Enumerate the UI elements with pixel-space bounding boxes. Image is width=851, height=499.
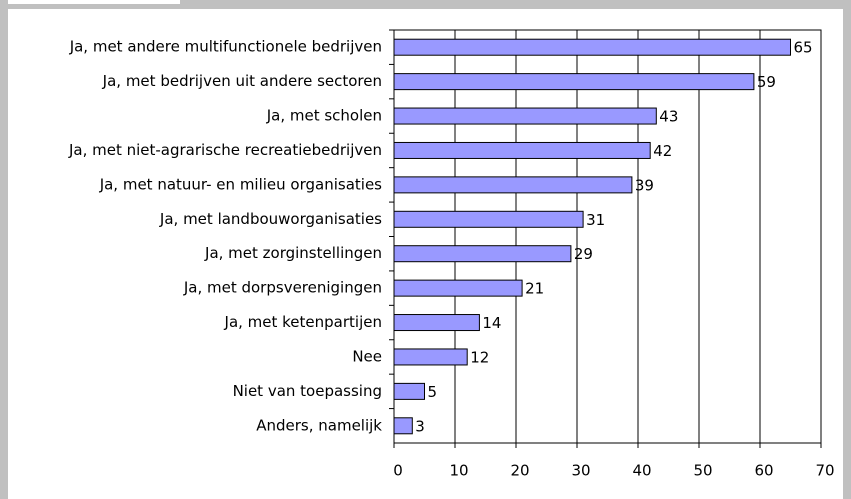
bar (393, 279, 523, 297)
x-tick-label: 70 (815, 462, 834, 480)
value-label: 39 (635, 176, 654, 194)
frame-left (0, 0, 8, 499)
value-label: 29 (574, 245, 593, 263)
x-tick-label: 30 (571, 462, 590, 480)
y-tick-label: Niet van toepassing (233, 382, 382, 400)
bar (393, 73, 755, 91)
y-tick-label: Ja, met natuur- en milieu organisaties (99, 175, 382, 193)
frame-right (843, 0, 851, 499)
bar (393, 210, 584, 228)
value-label: 3 (415, 417, 425, 435)
y-tick-label: Ja, met bedrijven uit andere sectoren (102, 72, 382, 90)
value-label: 43 (659, 108, 678, 126)
bar (393, 38, 791, 56)
value-label: 65 (794, 39, 813, 57)
value-label: 31 (586, 211, 605, 229)
x-tick-label: 10 (449, 462, 468, 480)
bar (393, 417, 413, 435)
x-tick-label: 20 (510, 462, 529, 480)
x-tick-label: 50 (693, 462, 712, 480)
bar (393, 176, 633, 194)
bar (393, 382, 425, 400)
bar (393, 141, 651, 159)
value-label: 42 (653, 142, 672, 160)
value-label: 14 (482, 314, 501, 332)
y-tick-label: Ja, met andere multifunctionele bedrijve… (69, 38, 382, 56)
value-label: 12 (470, 348, 489, 366)
y-tick-label: Ja, met niet-agrarische recreatiebedrijv… (68, 141, 382, 159)
bar (393, 245, 572, 263)
bar (393, 348, 468, 366)
plot-area (393, 29, 822, 444)
x-tick-label: 60 (754, 462, 773, 480)
frame-tab (0, 0, 180, 4)
y-tick-label: Ja, met dorpsverenigingen (183, 279, 382, 297)
value-label: 21 (525, 280, 544, 298)
x-tick-label: 40 (632, 462, 651, 480)
bar (393, 107, 657, 125)
value-label: 59 (757, 73, 776, 91)
y-tick-label: Ja, met zorginstellingen (204, 244, 382, 262)
value-label: 5 (428, 383, 438, 401)
y-tick-label: Ja, met ketenpartijen (224, 313, 382, 331)
y-tick-label: Anders, namelijk (256, 416, 382, 434)
x-tick-label: 0 (393, 462, 403, 480)
frame-top (0, 0, 851, 9)
y-tick-label: Nee (352, 347, 382, 365)
y-tick-label: Ja, met scholen (266, 107, 382, 125)
y-tick-label: Ja, met landbouworganisaties (159, 210, 382, 228)
bar (393, 314, 480, 332)
